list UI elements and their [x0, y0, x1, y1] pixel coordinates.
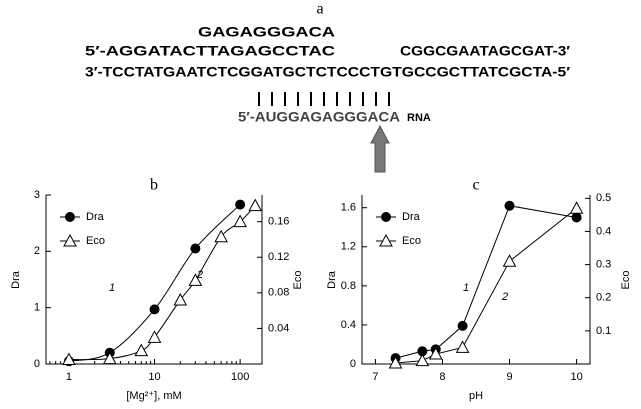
rna-sequence: 5′-AUGGAGAGGGACA [238, 109, 400, 125]
curve-label: 2 [501, 291, 508, 303]
y2-axis-title: Eco [292, 271, 304, 290]
marker [569, 201, 584, 214]
marker [233, 214, 247, 228]
y-tick-label: 0.4 [341, 319, 356, 331]
x-tick-label: 10 [570, 371, 582, 383]
y2-tick-label: 0.04 [268, 322, 289, 334]
marker [62, 352, 76, 366]
curve-label: 2 [196, 269, 203, 281]
y2-tick-label: 0.1 [596, 325, 611, 337]
x-axis-title: [Mg²⁺], mM [126, 390, 181, 402]
y2-tick-label: 0.4 [596, 225, 611, 237]
cleavage-arrow [370, 124, 390, 173]
legend-label: Dra [402, 211, 421, 223]
x-tick-label: 9 [506, 371, 512, 383]
panel-label: b [150, 177, 158, 194]
marker [381, 212, 391, 222]
marker [248, 198, 263, 212]
y-axis-title: Dra [326, 270, 338, 289]
y-tick-label: 3 [34, 189, 40, 201]
axes [361, 195, 591, 365]
curve-label: 1 [109, 282, 115, 294]
top-strand: GAGAGGGACA [198, 24, 335, 40]
marker [379, 233, 393, 247]
series-line [68, 205, 256, 361]
strand: 5′-AGGATACTTAGAGCCTAC [85, 43, 335, 59]
y2-tick-label: 0.5 [596, 192, 611, 204]
y2-tick-label: 0.16 [268, 216, 289, 228]
marker [235, 199, 246, 210]
series-line [395, 207, 577, 364]
y-tick-label: 1.6 [341, 202, 356, 214]
x-tick-label: 100 [231, 371, 249, 383]
strand: CGGCGAATAGCGAT-3′ [400, 43, 571, 59]
x-tick-label: 1 [66, 371, 72, 383]
marker [428, 347, 443, 360]
panel-label: c [472, 177, 479, 194]
curve-label: 1 [463, 282, 469, 294]
marker [149, 304, 160, 315]
legend-label: Dra [86, 211, 105, 223]
marker [173, 292, 188, 306]
marker [190, 243, 201, 254]
x-tick-label: 8 [439, 371, 445, 383]
panel-label: a [316, 1, 323, 18]
y-tick-label: 1.2 [341, 241, 356, 253]
marker [457, 320, 468, 331]
y2-axis-title: Eco [620, 271, 632, 290]
marker [65, 212, 75, 222]
y-tick-label: 0 [34, 358, 40, 370]
x-tick-label: 10 [148, 371, 160, 383]
marker [455, 340, 470, 353]
y-tick-label: 1 [34, 302, 40, 314]
marker [134, 343, 149, 357]
strand: 3′-TCCTATGAATCTCGGATGCTCTCCCTGTGCCGCTTAT… [85, 64, 571, 80]
x-tick-label: 7 [372, 371, 378, 383]
marker [63, 233, 77, 247]
marker [214, 229, 228, 243]
y2-tick-label: 0.08 [268, 287, 289, 299]
legend-label: Eco [86, 235, 105, 247]
y2-tick-label: 0.3 [596, 258, 611, 270]
y2-tick-label: 0.12 [268, 251, 289, 263]
marker [571, 212, 582, 223]
y-tick-label: 0 [350, 358, 356, 370]
y2-tick-label: 0.2 [596, 292, 611, 304]
y-tick-label: 2 [34, 245, 40, 257]
marker [504, 200, 515, 211]
x-axis-title: pH [469, 390, 483, 402]
axes [45, 195, 263, 365]
marker [388, 355, 403, 369]
marker [102, 351, 117, 365]
marker [417, 346, 428, 357]
y-axis-title: Dra [10, 270, 22, 289]
y-tick-label: 0.8 [341, 280, 356, 292]
base-pairs [258, 92, 390, 106]
series-line [395, 205, 577, 359]
marker [415, 353, 430, 367]
legend-label: Eco [402, 235, 421, 247]
marker [188, 273, 203, 286]
marker [147, 330, 162, 343]
marker [502, 254, 517, 267]
rna-label: RNA [407, 112, 431, 124]
